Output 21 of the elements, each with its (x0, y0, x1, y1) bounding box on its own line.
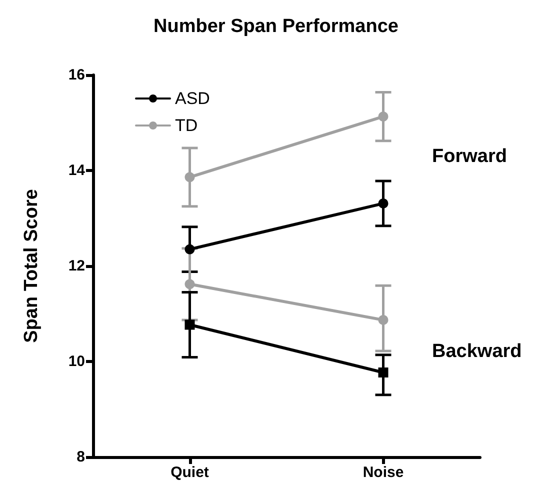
y-tick-label: 12 (68, 258, 85, 274)
y-axis-title: Span Total Score (21, 189, 42, 343)
point (378, 367, 388, 378)
point (184, 172, 195, 182)
point (378, 112, 388, 122)
x-tick-label: Noise (362, 464, 404, 481)
legend-label: TD (175, 116, 198, 135)
y-tick-label: 16 (68, 66, 85, 84)
point (378, 314, 388, 325)
chart-title: Number Span Performance (154, 16, 398, 37)
annotation: Forward (432, 146, 507, 167)
point (184, 320, 195, 330)
y-tick-label: 10 (68, 353, 85, 370)
x-tick-label: Quiet (170, 464, 209, 481)
point (184, 279, 195, 290)
point (184, 244, 195, 254)
annotation: Backward (432, 341, 522, 362)
legend-label: ASD (175, 89, 210, 108)
y-tick-label: 8 (76, 448, 85, 466)
point (378, 198, 388, 208)
y-tick-label: 14 (68, 162, 86, 179)
